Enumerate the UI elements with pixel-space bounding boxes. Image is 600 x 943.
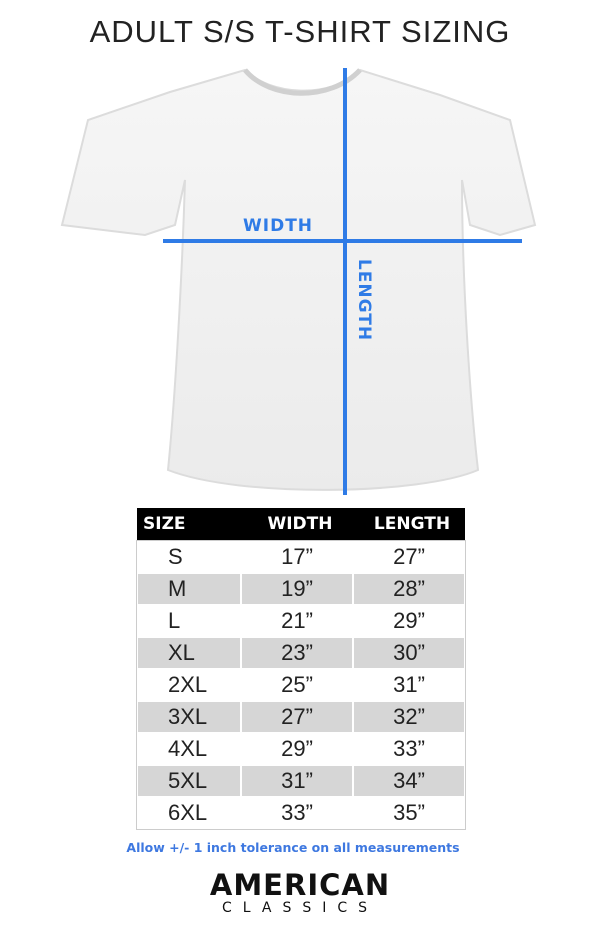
table-row: M 19” 28”: [136, 572, 466, 606]
table-row: 5XL 31” 34”: [136, 764, 466, 798]
header-size: SIZE: [137, 508, 241, 541]
size-cell: L: [136, 604, 242, 638]
width-cell: 25”: [240, 668, 354, 702]
table-row: S 17” 27”: [136, 540, 466, 574]
length-cell: 35”: [352, 796, 466, 830]
tolerance-note: Allow +/- 1 inch tolerance on all measur…: [126, 840, 460, 855]
table-row: 4XL 29” 33”: [136, 732, 466, 766]
width-cell: 23”: [240, 636, 354, 670]
width-cell: 33”: [240, 796, 354, 830]
size-cell: 5XL: [136, 764, 242, 798]
brand-logo-line1: AMERICAN: [209, 868, 391, 902]
header-length: LENGTH: [353, 508, 465, 541]
length-label: LENGTH: [354, 258, 374, 342]
size-cell: 4XL: [136, 732, 242, 766]
size-cell: 3XL: [136, 700, 242, 734]
size-table: SIZE WIDTH LENGTH S 17” 27” M 19” 28” L 21” 29” X…: [136, 508, 466, 830]
length-cell: 31”: [352, 668, 466, 702]
table-row: XL 23” 30”: [136, 636, 466, 670]
width-cell: 17”: [240, 540, 354, 574]
width-cell: 19”: [240, 572, 354, 606]
collar: [243, 68, 362, 96]
table-row: 2XL 25” 31”: [136, 668, 466, 702]
length-cell: 28”: [352, 572, 466, 606]
brand-logo-line2: CLASSICS: [221, 900, 379, 916]
width-cell: 27”: [240, 700, 354, 734]
header-width: WIDTH: [241, 508, 353, 541]
size-cell: S: [136, 540, 242, 574]
size-cell: 2XL: [136, 668, 242, 702]
table-row: L 21” 29”: [136, 604, 466, 638]
size-cell: M: [136, 572, 242, 606]
table-row: 6XL 33” 35”: [136, 796, 466, 830]
length-cell: 29”: [352, 604, 466, 638]
size-cell: 6XL: [136, 796, 242, 830]
width-label: WIDTH: [243, 216, 314, 236]
table-row: 3XL 27” 32”: [136, 700, 466, 734]
length-cell: 30”: [352, 636, 466, 670]
tshirt-diagram: [60, 68, 537, 495]
tshirt-shape: [60, 68, 537, 491]
length-cell: 33”: [352, 732, 466, 766]
width-cell: 21”: [240, 604, 354, 638]
page-title: ADULT S/S T-SHIRT SIZING: [89, 14, 511, 49]
width-cell: 29”: [240, 732, 354, 766]
table-header: SIZE WIDTH LENGTH: [137, 508, 465, 541]
length-cell: 27”: [352, 540, 466, 574]
length-cell: 32”: [352, 700, 466, 734]
size-cell: XL: [136, 636, 242, 670]
length-cell: 34”: [352, 764, 466, 798]
width-cell: 31”: [240, 764, 354, 798]
